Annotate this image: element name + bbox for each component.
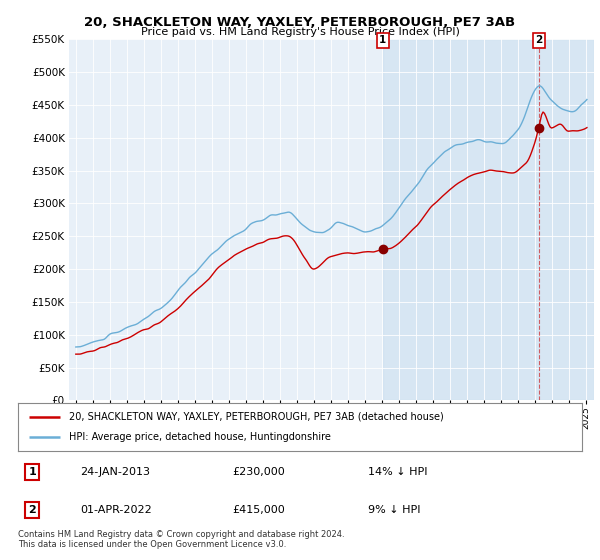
- Text: 20, SHACKLETON WAY, YAXLEY, PETERBOROUGH, PE7 3AB (detached house): 20, SHACKLETON WAY, YAXLEY, PETERBOROUGH…: [69, 412, 443, 422]
- Text: £230,000: £230,000: [232, 467, 285, 477]
- Text: 2: 2: [28, 505, 36, 515]
- Text: 01-APR-2022: 01-APR-2022: [80, 505, 152, 515]
- Text: £415,000: £415,000: [232, 505, 285, 515]
- Text: Price paid vs. HM Land Registry's House Price Index (HPI): Price paid vs. HM Land Registry's House …: [140, 27, 460, 37]
- Text: 20, SHACKLETON WAY, YAXLEY, PETERBOROUGH, PE7 3AB: 20, SHACKLETON WAY, YAXLEY, PETERBOROUGH…: [85, 16, 515, 29]
- Text: HPI: Average price, detached house, Huntingdonshire: HPI: Average price, detached house, Hunt…: [69, 432, 331, 442]
- Text: 2: 2: [535, 35, 542, 45]
- Text: 14% ↓ HPI: 14% ↓ HPI: [368, 467, 427, 477]
- Text: 1: 1: [379, 35, 386, 45]
- Text: Contains HM Land Registry data © Crown copyright and database right 2024.
This d: Contains HM Land Registry data © Crown c…: [18, 530, 344, 549]
- Bar: [383, 39, 594, 400]
- Text: 24-JAN-2013: 24-JAN-2013: [80, 467, 150, 477]
- Text: 9% ↓ HPI: 9% ↓ HPI: [368, 505, 420, 515]
- Text: 1: 1: [28, 467, 36, 477]
